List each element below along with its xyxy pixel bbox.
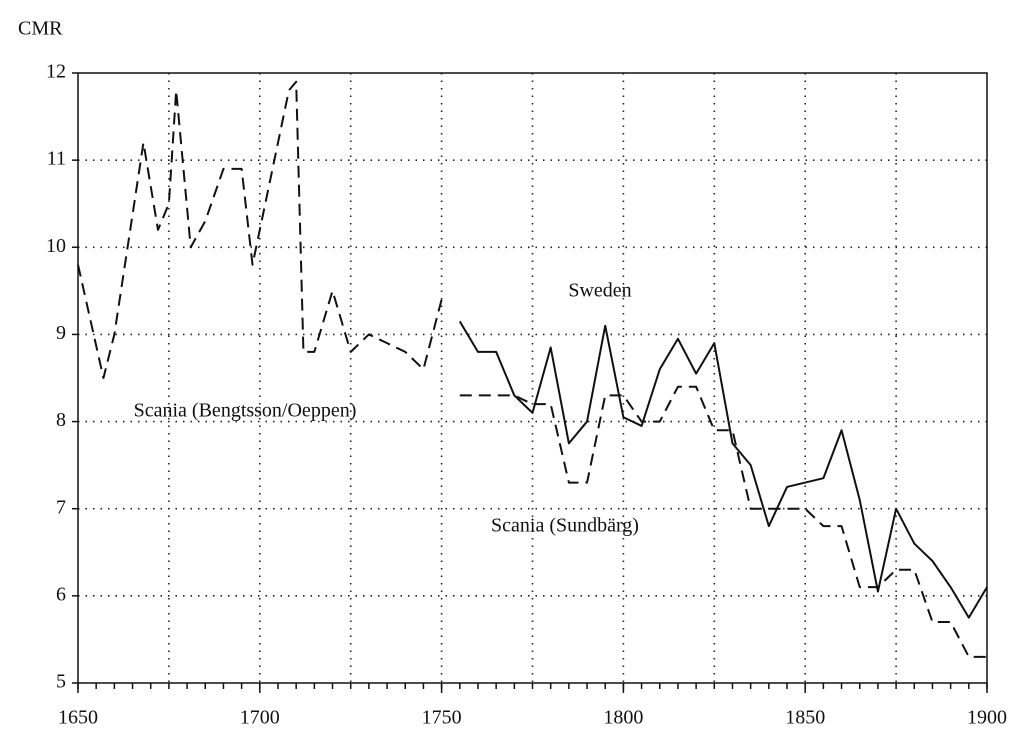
x-tick-label: 1700 bbox=[240, 707, 280, 729]
y-tick-label: 6 bbox=[56, 583, 66, 605]
y-tick-label: 10 bbox=[46, 235, 66, 257]
series-label: Sweden bbox=[568, 280, 631, 302]
x-tick-label: 1850 bbox=[785, 707, 825, 729]
y-tick-label: 7 bbox=[56, 496, 66, 518]
y-tick-label: 5 bbox=[56, 671, 66, 693]
x-tick-label: 1900 bbox=[967, 707, 1007, 729]
series-line bbox=[77, 80, 443, 379]
x-tick-label: 1800 bbox=[603, 707, 643, 729]
y-tick-label: 8 bbox=[56, 409, 66, 431]
x-tick-label: 1650 bbox=[58, 707, 98, 729]
y-tick-label: 12 bbox=[46, 61, 66, 83]
y-tick-label: 9 bbox=[56, 322, 66, 344]
series-label: Scania (Bengtsson/Oeppen) bbox=[134, 400, 357, 422]
plot-frame bbox=[77, 72, 988, 684]
series-line bbox=[458, 320, 988, 619]
x-tick-label: 1750 bbox=[422, 707, 462, 729]
y-tick-label: 11 bbox=[47, 148, 66, 170]
series-line bbox=[459, 385, 987, 658]
y-axis-label: CMR bbox=[18, 18, 63, 40]
series-label: Scania (Sundbärg) bbox=[491, 515, 639, 537]
